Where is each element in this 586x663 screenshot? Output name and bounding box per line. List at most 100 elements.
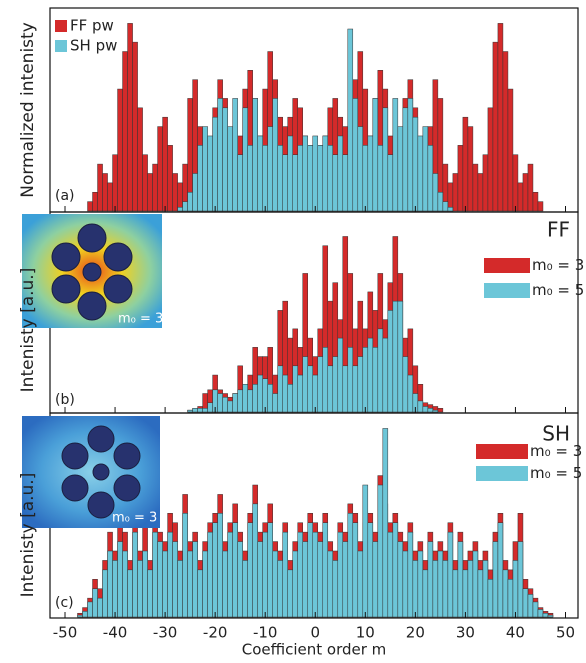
- bar: [323, 136, 328, 211]
- bar: [438, 192, 443, 211]
- figure: m₀ = 3 m₀ = 3 Normalized intenisty Inten…: [0, 0, 586, 663]
- panel-title: FF: [547, 218, 570, 242]
- bar: [308, 523, 313, 617]
- bar: [488, 108, 493, 211]
- bar: [413, 117, 418, 211]
- bar: [138, 560, 143, 617]
- bar: [483, 560, 488, 617]
- legend-label: m₀ = 5: [530, 464, 582, 482]
- bar: [218, 513, 223, 617]
- bar: [373, 98, 378, 211]
- bar: [408, 375, 413, 412]
- bar: [193, 173, 198, 211]
- bar: [528, 594, 533, 617]
- bar: [198, 145, 203, 211]
- bar: [378, 329, 383, 412]
- bar: [273, 98, 278, 211]
- bar: [173, 173, 178, 211]
- bar: [163, 551, 168, 617]
- bar: [378, 145, 383, 211]
- bar: [428, 145, 433, 211]
- bar: [243, 560, 248, 617]
- bar: [438, 551, 443, 617]
- bar: [98, 598, 103, 617]
- bar: [453, 570, 458, 617]
- bar: [163, 117, 168, 211]
- legend-label: m₀ = 3: [532, 256, 584, 274]
- bar: [223, 551, 228, 617]
- bar: [198, 408, 203, 412]
- bar: [403, 357, 408, 412]
- bar: [318, 145, 323, 211]
- bar: [478, 570, 483, 617]
- bar: [258, 542, 263, 617]
- bar: [353, 366, 358, 412]
- legend-swatch: [476, 444, 528, 459]
- bar: [118, 542, 123, 617]
- bar: [228, 532, 233, 617]
- bar: [143, 155, 148, 211]
- bar: [318, 542, 323, 617]
- inset-c: m₀ = 3: [22, 416, 160, 528]
- bar: [133, 42, 138, 211]
- bar: [403, 551, 408, 617]
- bar: [538, 609, 543, 617]
- bar: [423, 127, 428, 211]
- legend-label: m₀ = 5: [532, 281, 584, 299]
- bar: [213, 117, 218, 211]
- bar: [178, 560, 183, 617]
- bar: [273, 551, 278, 617]
- bar: [468, 127, 473, 211]
- bar: [103, 173, 108, 211]
- bar: [253, 504, 258, 617]
- bar: [433, 560, 438, 617]
- bar: [303, 357, 308, 412]
- bar: [203, 551, 208, 617]
- bar: [368, 338, 373, 412]
- bar: [263, 532, 268, 617]
- bar: [368, 136, 373, 211]
- x-tick-label: 0: [310, 624, 320, 642]
- bar: [508, 579, 513, 617]
- bar: [513, 155, 518, 211]
- bar: [303, 136, 308, 211]
- bar: [358, 357, 363, 412]
- bar: [178, 183, 183, 211]
- bar: [518, 542, 523, 617]
- bar: [473, 164, 478, 211]
- bar: [498, 523, 503, 617]
- x-tick-label: -40: [103, 624, 128, 642]
- legend-swatch: [55, 20, 67, 32]
- bar: [138, 108, 143, 211]
- bar: [248, 145, 253, 211]
- bar: [203, 127, 208, 211]
- bar: [93, 589, 98, 617]
- bar: [218, 394, 223, 412]
- bar: [233, 523, 238, 617]
- bar: [543, 613, 548, 617]
- bar: [413, 560, 418, 617]
- bar: [308, 145, 313, 211]
- bar: [513, 560, 518, 617]
- bar: [283, 155, 288, 211]
- bar: [293, 551, 298, 617]
- bar: [198, 570, 203, 617]
- bar: [463, 117, 468, 211]
- bar: [118, 89, 123, 211]
- bar: [293, 155, 298, 211]
- bar: [218, 98, 223, 211]
- bar: [443, 560, 448, 617]
- bar: [203, 408, 208, 412]
- bar: [393, 98, 398, 211]
- bar: [353, 98, 358, 211]
- bar: [503, 52, 508, 211]
- bar: [243, 108, 248, 211]
- y-axis-label: Intenisty [a.u.]: [18, 473, 38, 598]
- bar: [468, 560, 473, 617]
- bar: [258, 136, 263, 211]
- bar: [488, 579, 493, 617]
- bar: [483, 155, 488, 211]
- bar: [123, 551, 128, 617]
- bar: [418, 551, 423, 617]
- bar: [398, 301, 403, 412]
